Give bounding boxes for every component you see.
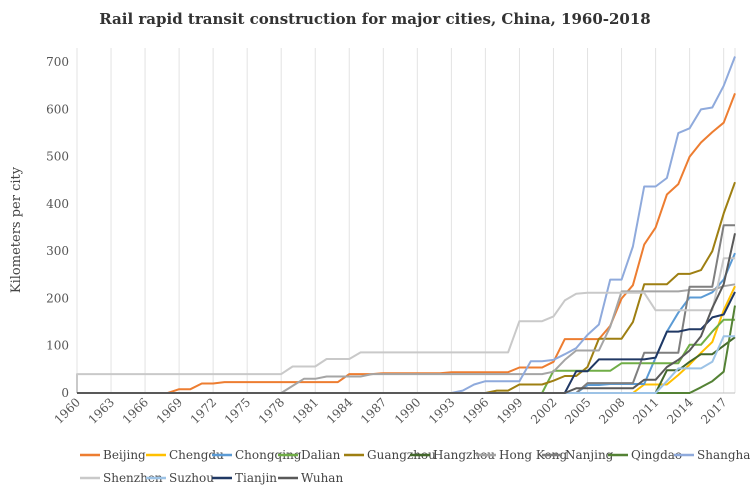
series-line-shenzhen — [76, 257, 735, 393]
y-axis-label: Kilometers per city — [9, 166, 24, 293]
legend-item-label: Tianjin — [235, 471, 277, 485]
legend-item-label: Hong Kong — [499, 448, 568, 462]
legend-item-label: Suzhou — [169, 471, 214, 485]
series-line-shanghai — [77, 56, 736, 394]
legend: Beijing Chengdu Chongqing Dalian GuangzhouHa… — [80, 448, 750, 485]
legend-item-label: Dalian — [301, 448, 341, 462]
legend-item-label: Guangzhou — [367, 448, 436, 462]
x-tick-label: 1990 — [392, 395, 423, 426]
y-tick-label: 400 — [46, 197, 69, 211]
series-line-chengdu — [77, 285, 736, 394]
x-tick-label: 2002 — [528, 395, 559, 426]
series-line-hong-kong — [77, 283, 736, 394]
chart-title: Rail rapid transit construction for majo… — [99, 10, 651, 28]
y-ticks: 0 100 200 300 400 500 600 700 — [46, 55, 69, 400]
legend-item-label: Shenzhen — [103, 471, 163, 485]
series-line-suzhou — [77, 335, 735, 394]
y-tick-label: 700 — [46, 55, 69, 69]
series-line-nanjing — [77, 224, 735, 394]
y-tick-label: 0 — [61, 386, 69, 400]
x-tick-label: 1984 — [324, 395, 356, 427]
x-tick-label: 2017 — [698, 395, 729, 426]
legend-item-label: Nanjing — [565, 448, 614, 462]
x-tick-label: 2014 — [664, 395, 696, 427]
x-tick-label: 1996 — [460, 395, 491, 426]
x-tick-label: 1978 — [256, 395, 287, 426]
x-tick-label: 1960 — [52, 395, 83, 426]
grid-lines — [76, 48, 736, 394]
x-tick-label: 1987 — [358, 395, 389, 426]
y-tick-label: 300 — [46, 244, 69, 258]
legend-item-label: Wuhan — [301, 471, 343, 485]
x-tick-label: 1975 — [222, 395, 253, 426]
x-tick-label: 2005 — [562, 395, 593, 426]
series-line-tianjin — [77, 291, 736, 394]
x-tick-label: 1963 — [86, 395, 117, 426]
legend-item-label: Chengdu — [169, 448, 224, 462]
series-line-hangzhou — [77, 336, 736, 394]
x-tick-label: 1999 — [494, 395, 525, 426]
legend-item-label: Chongqing — [235, 448, 302, 462]
y-tick-label: 600 — [46, 102, 69, 116]
y-tick-label: 200 — [46, 291, 69, 305]
legend-item-label: Shanghai — [697, 448, 750, 462]
series-line-qingdao — [77, 305, 736, 394]
y-tick-label: 100 — [46, 339, 69, 353]
x-ticks: 1960 1963 1966 1969 1972 1975 1978 1981 1984 1987… — [52, 395, 730, 427]
x-tick-label: 1972 — [188, 395, 219, 426]
x-tick-label: 1966 — [120, 395, 151, 426]
series-line-dalian — [77, 318, 735, 394]
series-lines — [76, 56, 736, 394]
legend-item-label: Qingdao — [631, 448, 682, 462]
legend-item-label: Hangzhou — [433, 448, 495, 462]
x-tick-label: 2008 — [596, 395, 627, 426]
series-line-wuhan — [77, 233, 736, 394]
x-tick-label: 2011 — [630, 395, 661, 426]
legend-item-label: Beijing — [103, 448, 146, 462]
x-tick-label: 1993 — [426, 395, 457, 426]
x-tick-label: 1969 — [154, 395, 185, 426]
series-line-guangzhou — [77, 181, 736, 394]
series-line-beijing — [77, 93, 736, 394]
y-tick-label: 500 — [46, 150, 69, 164]
x-tick-label: 1981 — [290, 395, 321, 426]
